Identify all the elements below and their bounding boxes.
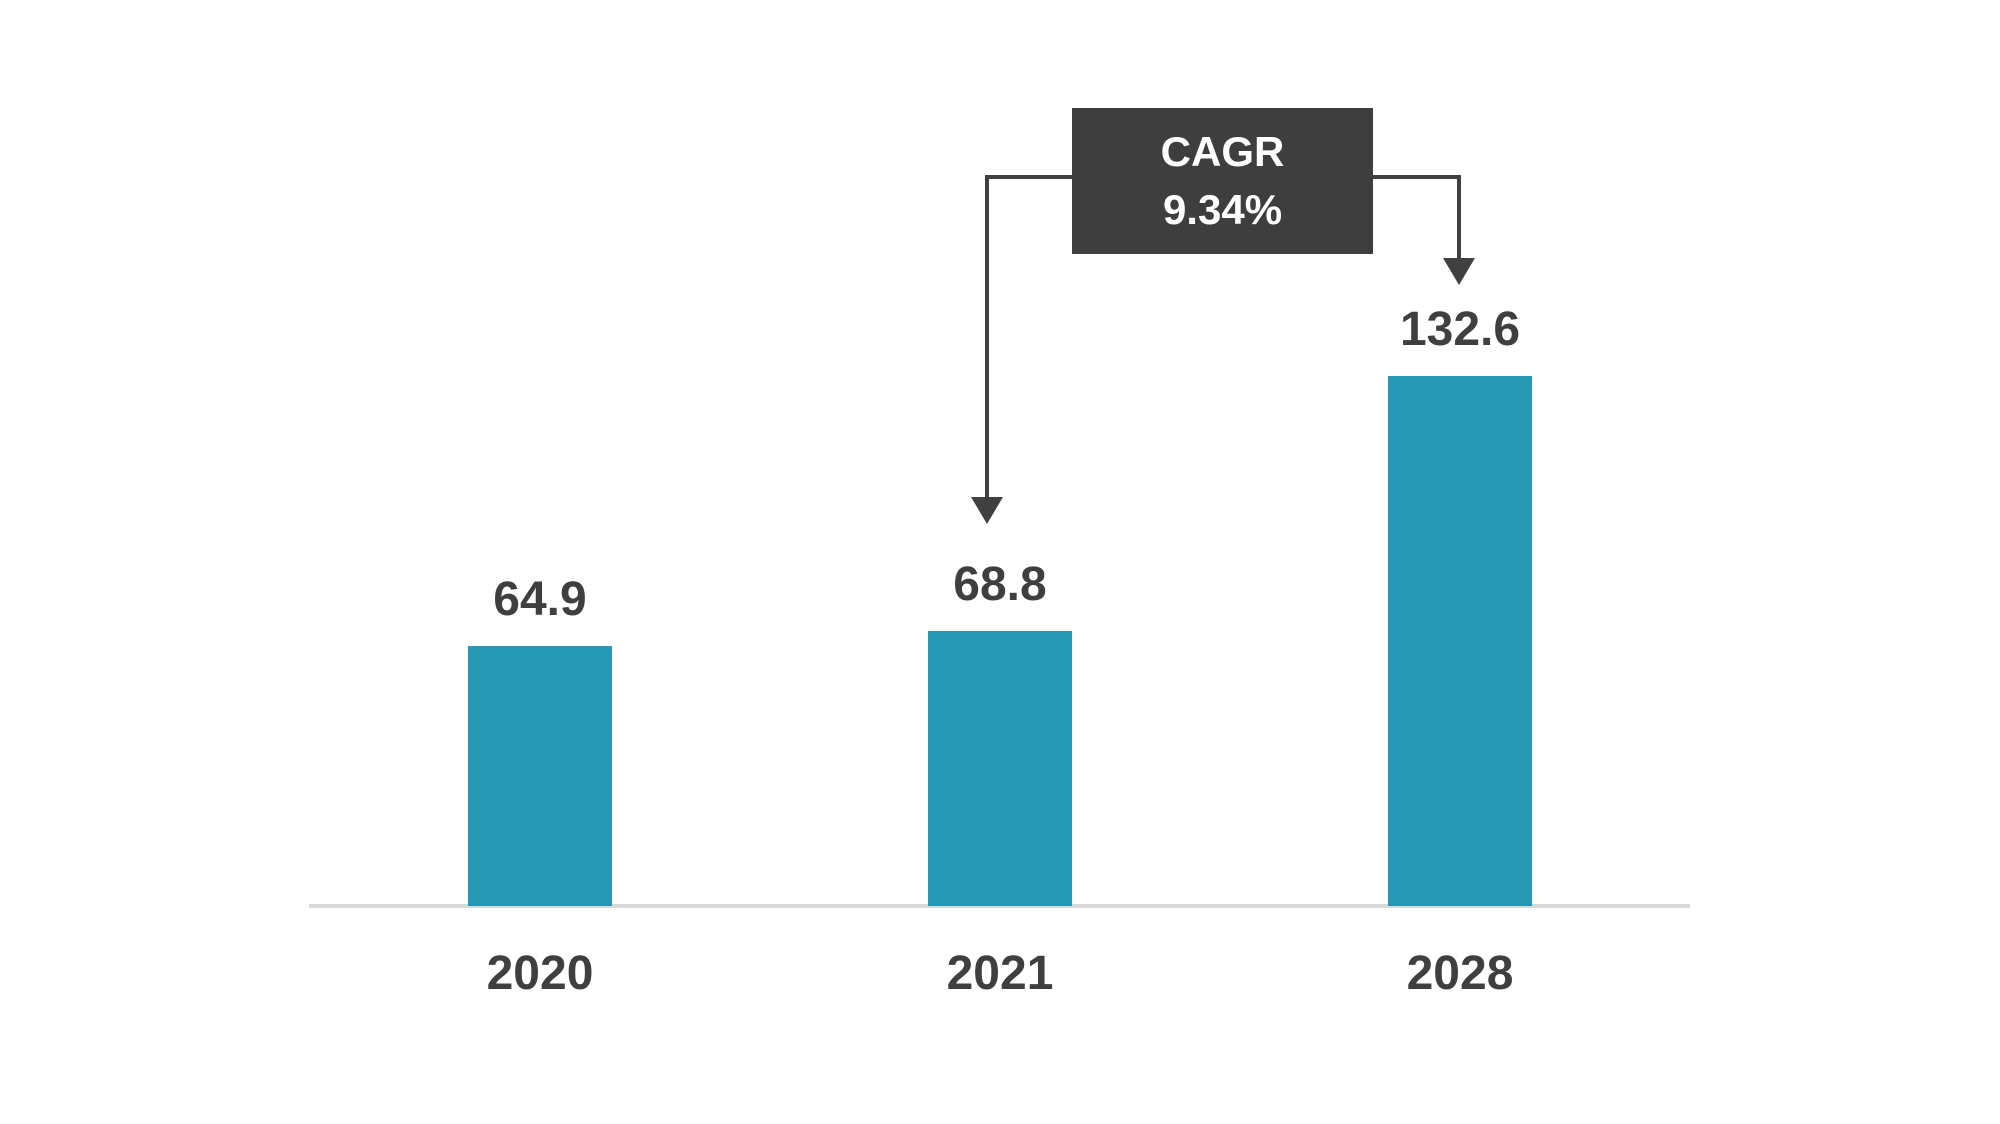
x-axis-tick-label: 2020 (486, 947, 594, 1000)
cagr-annotation-box: CAGR 9.34% (1072, 108, 1373, 254)
bar-value-label: 68.8 (953, 558, 1047, 611)
bar-value-label: 64.9 (493, 573, 587, 626)
connector-right-vertical (1457, 175, 1461, 260)
bar (468, 646, 612, 906)
arrow-down-icon (1443, 258, 1475, 285)
bar (928, 631, 1072, 906)
bar-value-label: 132.6 (1399, 303, 1521, 356)
connector-right-horizontal (1373, 175, 1459, 179)
x-axis-tick-label: 2021 (946, 947, 1054, 1000)
cagr-label: CAGR (1160, 128, 1285, 175)
connector-left-vertical (985, 175, 989, 497)
connector-left-horizontal (985, 175, 1072, 179)
cagr-value: 9.34% (1162, 186, 1283, 233)
x-axis-tick-label: 2028 (1406, 947, 1514, 1000)
arrow-down-icon (971, 497, 1003, 524)
bar (1388, 376, 1532, 906)
x-axis-baseline (309, 904, 1690, 908)
